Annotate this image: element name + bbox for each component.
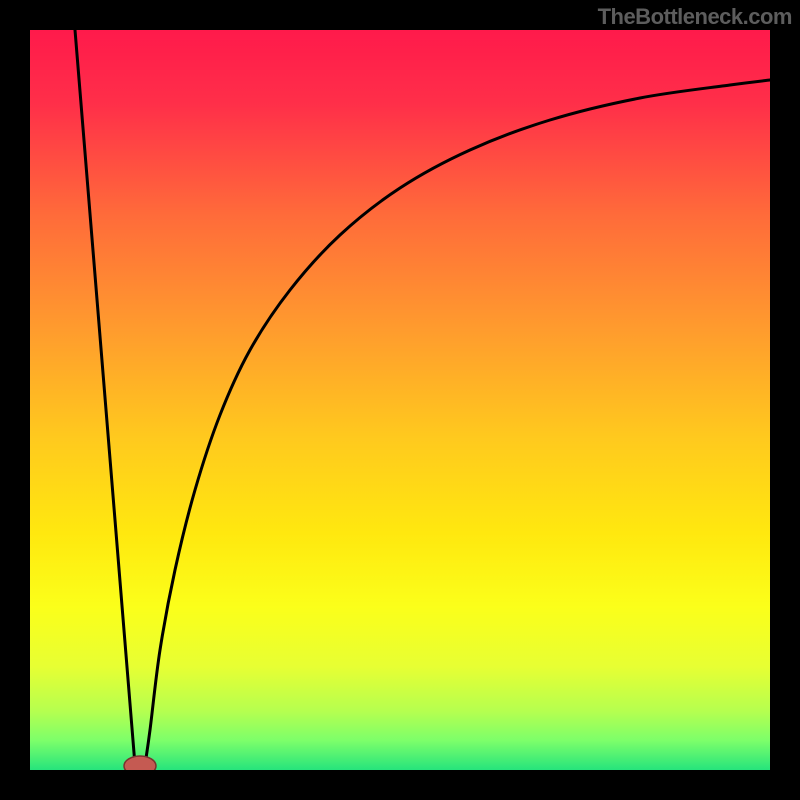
chart-container: TheBottleneck.com bbox=[0, 0, 800, 800]
chart-svg bbox=[0, 0, 800, 800]
watermark-text: TheBottleneck.com bbox=[598, 4, 792, 30]
plot-background-gradient bbox=[30, 30, 770, 770]
